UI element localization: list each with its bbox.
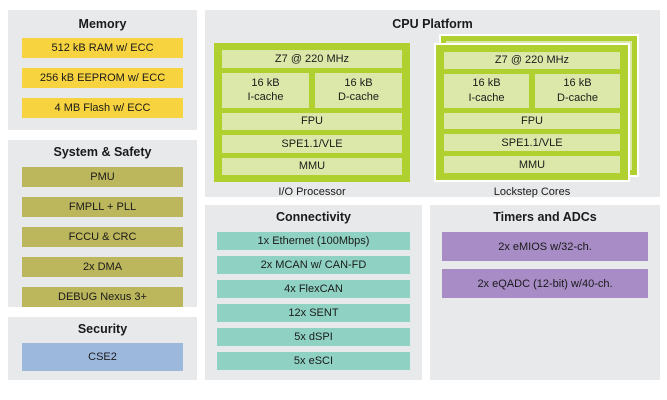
mmu-block: MMU (444, 156, 620, 173)
connectivity-block: 4x FlexCAN (217, 280, 410, 298)
spe-block: SPE1.1/VLE (222, 135, 402, 153)
icache-block: 16 kB I-cache (444, 73, 529, 108)
dcache-label: D-cache (338, 91, 379, 103)
icache-size: 16 kB (472, 77, 501, 90)
memory-block: 512 kB RAM w/ ECC (22, 38, 183, 58)
timers-adcs-title: Timers and ADCs (493, 210, 597, 224)
memory-block-list: 512 kB RAM w/ ECC 256 kB EEPROM w/ ECC 4 M… (8, 38, 197, 118)
dcache-label: D-cache (557, 91, 598, 104)
fpu-block: FPU (222, 112, 402, 130)
system-safety-panel: System & Safety PMU FMPLL + PLL FCCU & CRC… (8, 140, 197, 307)
cpu-platform-title: CPU Platform (392, 17, 473, 31)
timers-adcs-block-list: 2x eMIOS w/32-ch. 2x eQADC (12-bit) w/40-… (430, 232, 660, 298)
fpu-block: FPU (444, 112, 620, 130)
timers-adcs-block: 2x eQADC (12-bit) w/40-ch. (442, 269, 648, 298)
connectivity-block-list: 1x Ethernet (100Mbps) 2x MCAN w/ CAN-FD 4x… (205, 232, 422, 370)
connectivity-title: Connectivity (275, 210, 351, 224)
connectivity-block: 5x eSCI (217, 352, 410, 370)
memory-panel: Memory 512 kB RAM w/ ECC 256 kB EEPROM w/… (8, 10, 197, 130)
cache-row: 16 kB I-cache 16 kB D-cache (444, 73, 620, 108)
icache-label: I-cache (468, 91, 505, 104)
dcache-block: 16 kB D-cache (315, 72, 402, 108)
security-block-list: CSE2 (8, 343, 197, 371)
connectivity-block: 12x SENT (217, 304, 410, 322)
memory-block: 256 kB EEPROM w/ ECC (22, 68, 183, 88)
system-safety-block: PMU (22, 167, 183, 187)
connectivity-panel: Connectivity 1x Ethernet (100Mbps) 2x MCA… (205, 205, 422, 380)
core-group-list: Z7 @ 220 MHz 16 kB I-cache 16 kB D-cache… (205, 10, 660, 198)
dcache-size: 16 kB (563, 77, 592, 90)
cache-row: 16 kB I-cache 16 kB D-cache (222, 72, 402, 108)
core-box: Z7 @ 220 MHz 16 kB I-cache 16 kB D-cache… (434, 43, 630, 182)
core-group: Z7 @ 220 MHz 16 kB I-cache 16 kB D-cache… (434, 34, 639, 198)
security-block: CSE2 (22, 343, 183, 371)
core-group: Z7 @ 220 MHz 16 kB I-cache 16 kB D-cache… (214, 43, 410, 198)
system-safety-block: FMPLL + PLL (22, 197, 183, 217)
cpu-platform-panel: CPU Platform Z7 @ 220 MHz 16 kB I-cache … (205, 10, 660, 198)
icache-label: I-cache (247, 91, 284, 103)
system-safety-block: DEBUG Nexus 3+ (22, 287, 183, 307)
core-box: Z7 @ 220 MHz 16 kB I-cache 16 kB D-cache… (214, 43, 410, 182)
icache-size: 16 kB (251, 76, 280, 89)
mmu-block: MMU (222, 157, 402, 175)
system-safety-block: 2x DMA (22, 257, 183, 277)
spe-block: SPE1.1/VLE (444, 134, 620, 152)
system-safety-title: System & Safety (53, 145, 152, 159)
memory-title: Memory (78, 17, 127, 31)
security-panel: Security CSE2 (8, 317, 197, 380)
connectivity-block: 2x MCAN w/ CAN-FD (217, 256, 410, 274)
core-group-label: Lockstep Cores (493, 186, 571, 198)
timers-adcs-block: 2x eMIOS w/32-ch. (442, 232, 648, 261)
core-clock-block: Z7 @ 220 MHz (222, 50, 402, 68)
security-title: Security (77, 322, 128, 336)
system-safety-block: FCCU & CRC (22, 227, 183, 247)
connectivity-block: 1x Ethernet (100Mbps) (217, 232, 410, 250)
core-clock-block: Z7 @ 220 MHz (444, 52, 620, 69)
icache-block: 16 kB I-cache (222, 72, 309, 108)
connectivity-block: 5x dSPI (217, 328, 410, 346)
system-safety-block-list: PMU FMPLL + PLL FCCU & CRC 2x DMA DEBUG Nexu… (8, 167, 197, 307)
dcache-size: 16 kB (344, 76, 373, 89)
dcache-block: 16 kB D-cache (535, 73, 620, 108)
timers-adcs-panel: Timers and ADCs 2x eMIOS w/32-ch. 2x eQAD… (430, 205, 660, 380)
core-group-label: I/O Processor (278, 186, 346, 198)
memory-block: 4 MB Flash w/ ECC (22, 98, 183, 118)
